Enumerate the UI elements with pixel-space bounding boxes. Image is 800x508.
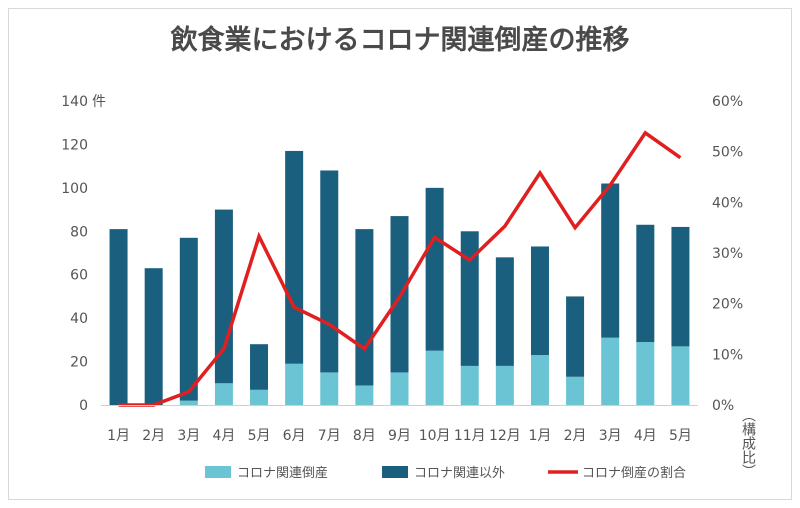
bar-corona (460, 365, 479, 405)
x-tick-label: 5月 (248, 428, 271, 444)
y-tick-label: 60 (70, 268, 88, 284)
bar-corona (636, 342, 655, 405)
y-tick-label: 100 (61, 181, 88, 197)
legend-label-corona: コロナ関連倒産 (237, 465, 328, 481)
legend-label-ratio: コロナ倒産の割合 (582, 465, 686, 481)
bar-other (250, 344, 269, 390)
axes-layer: 0 20 40 60 80 100 120 140 件 0% 10% 20% 30% 40% 50% 60% （… (61, 94, 756, 478)
y2-tick-label: 30% (712, 246, 743, 262)
bar-corona (671, 346, 690, 405)
y2-tick-label: 60% (712, 94, 743, 110)
bar-other (355, 229, 374, 386)
bar-other (425, 187, 444, 351)
bar-corona (320, 372, 339, 405)
bar-other (320, 170, 339, 373)
x-tick-label: 12月 (489, 428, 521, 444)
y-tick-label: 20 (70, 355, 88, 371)
x-tick-label: 3月 (177, 428, 200, 444)
x-tick-label: 5月 (669, 428, 692, 444)
bar-other (601, 183, 620, 338)
x-tick-label: 9月 (388, 428, 411, 444)
bar-other (460, 231, 479, 366)
bar-other (530, 246, 549, 356)
bar-corona (355, 385, 374, 405)
bar-other (179, 237, 198, 401)
bar-other (566, 296, 585, 377)
legend-swatch-other (382, 466, 408, 478)
x-tick-label: 1月 (107, 428, 130, 444)
legend-label-other: コロナ関連以外 (414, 466, 505, 481)
y-tick-label: 120 (61, 137, 88, 153)
bar-other (495, 257, 514, 366)
y-tick-label: 0 (79, 398, 88, 414)
y2-tick-label: 0% (712, 398, 734, 414)
bar-other (144, 268, 163, 405)
y2-tick-label: 10% (712, 347, 743, 363)
chart-title: 飲食業におけるコロナ関連倒産の推移 (170, 25, 630, 56)
x-tick-label: 6月 (283, 428, 306, 444)
x-tick-label: 11月 (454, 428, 486, 444)
legend-swatch-corona (205, 466, 231, 478)
x-tick-label: 4月 (634, 428, 657, 444)
x-tick-label: 1月 (529, 428, 552, 444)
x-tick-label: 8月 (353, 428, 376, 444)
bar-other (671, 226, 690, 347)
x-tick-label: 3月 (599, 428, 622, 444)
y-tick-label: 80 (70, 224, 88, 240)
bar-corona (495, 365, 514, 405)
x-tick-label: 2月 (142, 428, 165, 444)
bar-corona (390, 372, 409, 405)
bar-other (285, 150, 304, 364)
bar-corona (179, 400, 198, 405)
y-tick-label: 40 (70, 311, 88, 327)
y2-tick-label: 20% (712, 297, 743, 313)
x-tick-label: 2月 (564, 428, 587, 444)
bar-other (636, 224, 655, 343)
y2-tick-label: 50% (712, 145, 743, 161)
x-tick-label: 4月 (212, 428, 235, 444)
bar-corona (285, 363, 304, 405)
bars-layer (109, 150, 690, 405)
y-unit-label: 件 (92, 94, 106, 110)
y-tick-label: 140 (61, 94, 88, 110)
bar-corona (250, 389, 269, 405)
x-tick-label: 7月 (318, 428, 341, 444)
line-corona-ratio (118, 130, 682, 407)
bar-corona (425, 350, 444, 405)
bar-corona (214, 383, 233, 405)
bar-corona (530, 355, 549, 405)
y2-axis-label: （構成比） (740, 408, 756, 478)
x-tick-label: 10月 (419, 428, 451, 444)
line-layer (118, 130, 682, 407)
y2-tick-label: 40% (712, 195, 743, 211)
bar-corona (566, 376, 585, 405)
legend: コロナ関連倒産 コロナ関連以外 コロナ倒産の割合 (205, 465, 686, 481)
bar-corona (601, 337, 620, 405)
bar-other (109, 229, 128, 405)
